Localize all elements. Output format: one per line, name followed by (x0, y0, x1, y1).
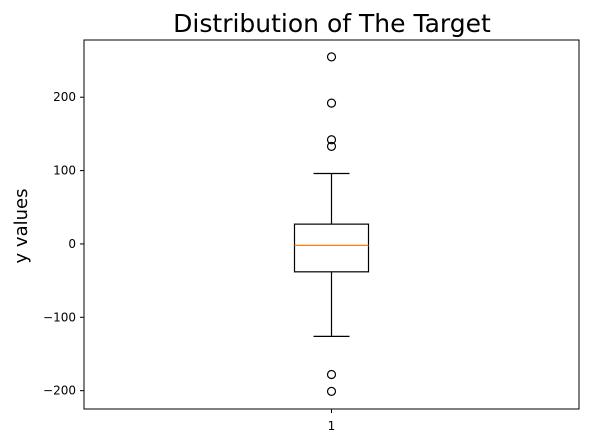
y-tick-label: 0 (68, 237, 76, 251)
y-tick-label: −100 (43, 310, 76, 324)
outlier-point (326, 369, 337, 380)
x-axis: 1 (328, 409, 336, 433)
y-axis: −200 −100 0 100 200 (43, 90, 84, 398)
iqr-box (293, 223, 370, 273)
y-tick-label: 200 (53, 90, 76, 104)
outlier-point (326, 141, 337, 151)
box-series (293, 52, 370, 396)
x-tick-label: 1 (328, 419, 336, 433)
y-axis-label: y values (11, 189, 32, 264)
outlier-point (326, 98, 337, 108)
outlier-point (326, 135, 337, 145)
outlier-point (326, 386, 337, 396)
y-tick-label: −200 (43, 384, 76, 398)
outlier-point (326, 52, 337, 62)
y-tick-label: 100 (53, 164, 76, 178)
chart-title: Distribution of The Target (173, 9, 491, 38)
